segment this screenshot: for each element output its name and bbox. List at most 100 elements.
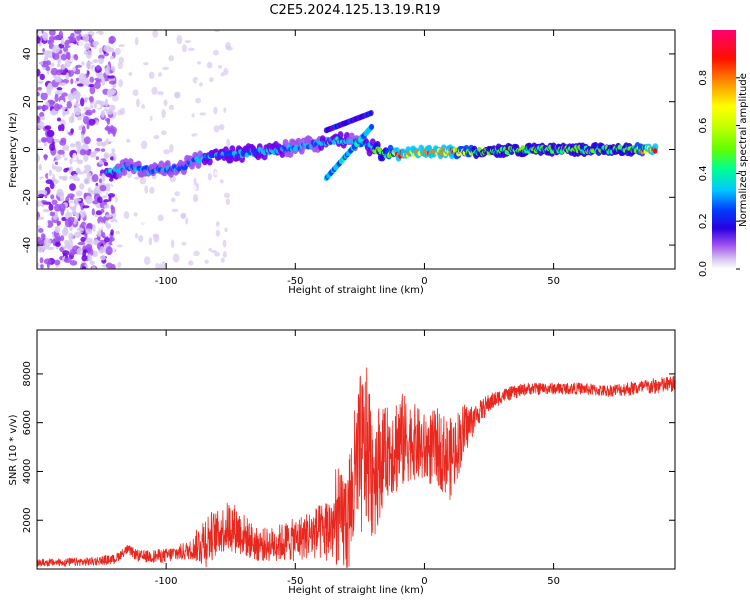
- spectrogram-cell: [37, 216, 45, 220]
- spectrogram-cell: [46, 129, 55, 138]
- snr-series-line: [37, 367, 675, 568]
- spectrogram-cell: [223, 107, 227, 113]
- spectrogram-cell: [134, 232, 139, 239]
- spectrogram-cell: [89, 260, 95, 266]
- spectrogram-cell: [64, 242, 70, 249]
- spectrogram-cell: [181, 44, 187, 53]
- spectrogram-cell: [91, 174, 99, 183]
- spectrogram-cell: [214, 30, 221, 33]
- spectrogram-cell: [56, 250, 62, 256]
- spectrogram-cell: [40, 116, 46, 121]
- spectrogram-cell: [89, 85, 96, 95]
- spectrogram-cell: [128, 124, 132, 132]
- spectrogram-cell: [92, 124, 100, 129]
- spectrogram-cell: [61, 92, 68, 97]
- spectrogram-cell: [195, 97, 202, 104]
- spectrogram-cell: [134, 37, 139, 46]
- spectrogram-cell: [190, 184, 197, 192]
- spectrogram-cell: [89, 183, 96, 190]
- spectrogram-cell: [59, 139, 67, 146]
- y-tick-label: 40: [22, 48, 33, 61]
- spectrogram-cell: [93, 43, 97, 50]
- spectrogram-cell: [62, 46, 69, 53]
- spectrogram-cell: [192, 215, 198, 223]
- spectrogram-cell: [37, 225, 41, 229]
- spectrogram-cell: [53, 138, 61, 143]
- spectrogram-cell: [214, 251, 221, 257]
- spectrogram-cell: [147, 229, 155, 235]
- spectrogram-cell: [215, 98, 220, 103]
- spectrogram-cell: [168, 47, 172, 52]
- colorbar: 0.0 0.2 0.4 0.6 0.8 Normalized spectral ampl…: [698, 30, 749, 277]
- spectrogram-cell: [100, 110, 105, 118]
- spectrogram-cell: [37, 154, 41, 163]
- spectrogram-cell: [85, 195, 93, 205]
- spectrogram-cell: [140, 140, 148, 150]
- spectrogram-cell: [207, 173, 213, 181]
- spectrogram-cell: [48, 169, 53, 177]
- spectrogram-cell: [60, 197, 65, 202]
- spectrogram-cell: [111, 221, 117, 228]
- spectrogram-cell: [37, 91, 40, 97]
- spectrogram-cell: [70, 37, 77, 42]
- spectrogram-cell: [213, 170, 218, 176]
- spectrogram-cell: [81, 266, 87, 269]
- x-tick-label: 50: [547, 276, 560, 287]
- spectrogram-cell: [65, 72, 70, 80]
- spectrogram-cell: [192, 194, 199, 203]
- spectrogram-cell: [102, 216, 106, 224]
- colorbar-tick-label: 0.0: [698, 261, 709, 277]
- spectrogram-cell: [112, 111, 117, 117]
- spectrogram-cell: [193, 250, 200, 257]
- snr-panel: -100 -50 0 50 2000 4000 6000 8000 Height of str…: [8, 329, 676, 596]
- spectrogram-cell: [69, 183, 76, 191]
- spectrogram-cell: [149, 186, 155, 194]
- spectrogram-cell: [82, 249, 87, 257]
- spectrogram-cell: [88, 96, 94, 103]
- spectrogram-cell: [69, 175, 74, 180]
- spectrogram-cell: [113, 153, 117, 162]
- spectrogram-cell: [139, 254, 143, 263]
- spectrogram-cell: [46, 60, 51, 66]
- spectrogram-cell: [75, 204, 81, 213]
- x-tick-label: -100: [155, 576, 178, 587]
- spectrogram-cell: [80, 97, 85, 107]
- spectrogram-cell: [76, 177, 80, 182]
- spectrogram-cell: [37, 36, 41, 44]
- spectrogram-cell: [37, 68, 41, 77]
- y-tick-label: 8000: [22, 361, 33, 386]
- spectrogram-cell: [146, 212, 152, 219]
- spectrogram-cell: [51, 199, 58, 205]
- spectrogram-cell: [157, 141, 163, 146]
- spectrogram-cell: [199, 112, 206, 116]
- spectrogram-cell: [215, 229, 221, 237]
- spectrogram-cell: [37, 115, 41, 124]
- colorbar-ticks: 0.0 0.2 0.4 0.6 0.8: [698, 70, 740, 277]
- spectrogram-cell: [56, 63, 61, 68]
- spectrogram-cell: [213, 49, 219, 56]
- spectrogram-cell: [163, 71, 169, 76]
- spectrogram-cell: [244, 152, 250, 158]
- spectrogram-cell: [63, 168, 68, 173]
- y-tick-label: 4000: [22, 459, 33, 484]
- spectrogram-cell: [82, 205, 90, 209]
- spectrogram-cell: [57, 220, 62, 226]
- spectrogram-cell: [37, 121, 45, 130]
- spectrogram-cell: [50, 67, 59, 76]
- spectrogram-cell: [107, 193, 116, 198]
- spectrogram-cell: [191, 113, 195, 118]
- spectrogram-cell: [155, 262, 159, 269]
- spectrogram-cell: [138, 87, 142, 97]
- spectrogram-cell: [108, 89, 117, 95]
- spectrogram-cell: [158, 263, 163, 269]
- spectrogram-cell: [70, 128, 74, 134]
- spectrogram-cell: [86, 222, 93, 229]
- spectrogram-cell: [60, 235, 65, 242]
- spectrogram-cell: [56, 69, 64, 74]
- spectrogram-cell: [92, 59, 99, 63]
- spectrogram-cell: [95, 79, 102, 83]
- spectrogram-cell: [189, 200, 194, 205]
- spectrogram-cell: [204, 259, 209, 264]
- spectrogram-cell: [60, 53, 68, 61]
- spectrogram-cell: [99, 246, 105, 254]
